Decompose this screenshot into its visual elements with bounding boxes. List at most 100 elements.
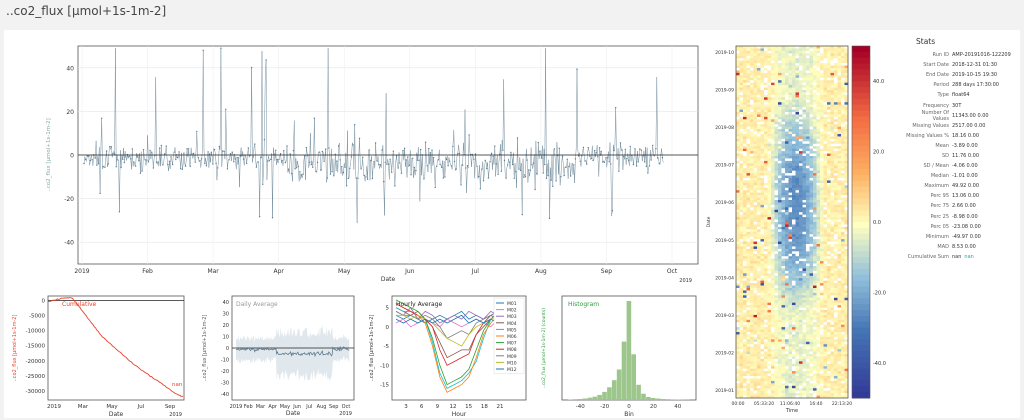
- heatmap-cell: [799, 163, 803, 167]
- heatmap-cell: [767, 300, 772, 303]
- heatmap-cell: [827, 72, 831, 76]
- heatmap-cell: [764, 138, 768, 142]
- heatmap-cell: [767, 48, 772, 52]
- heatmap-cell: [820, 190, 824, 193]
- heatmap-cell: [757, 160, 761, 164]
- heatmap-cell: [764, 324, 768, 328]
- heatmap-cell: [844, 85, 849, 88]
- heatmap-cell: [785, 349, 789, 352]
- heatmap-cell: [753, 288, 758, 291]
- data-point: [518, 168, 520, 170]
- heatmap-cell: [774, 290, 779, 294]
- heatmap-cell: [767, 373, 772, 377]
- heatmap-cell: [827, 295, 831, 299]
- heatmap-cell: [823, 214, 828, 218]
- heatmap-cell: [816, 263, 821, 267]
- heatmap-cell: [806, 363, 810, 367]
- heatmap-cell: [771, 234, 775, 237]
- heatmap-cell: [837, 336, 842, 340]
- heatmap-cell: [823, 82, 828, 86]
- heatmap-cell: [820, 48, 824, 52]
- heatmap-cell: [771, 50, 775, 54]
- heatmap-cell: [774, 319, 779, 323]
- heatmap-cell: [813, 68, 817, 71]
- heatmap-cell: [837, 344, 842, 347]
- heatmap-cell: [746, 246, 751, 250]
- heatmap-cell: [816, 165, 821, 169]
- heatmap-cell: [844, 50, 849, 54]
- heatmap-cell: [792, 99, 796, 103]
- heatmap-cell: [820, 160, 824, 164]
- heatmap-cell: [746, 102, 751, 105]
- heatmap-cell: [785, 182, 789, 186]
- heatmap-cell: [799, 349, 803, 352]
- heatmap-cell: [764, 234, 768, 237]
- heatmap-cell: [750, 354, 754, 357]
- heatmap-cell: [799, 290, 803, 294]
- heatmap-cell: [834, 263, 838, 267]
- heatmap-cell: [802, 126, 807, 130]
- heatmap-cell: [781, 290, 786, 294]
- x-tick-label: May: [106, 404, 118, 410]
- heatmap-cell: [781, 53, 786, 57]
- data-point: [569, 175, 572, 177]
- heatmap-cell: [736, 319, 740, 323]
- heatmap-cell: [764, 302, 768, 306]
- heatmap-cell: [841, 136, 845, 140]
- heatmap-cell: [816, 197, 821, 201]
- heatmap-cell: [788, 48, 793, 52]
- heatmap-cell: [771, 339, 775, 343]
- heatmap-cell: [778, 82, 782, 86]
- heatmap-cell: [778, 361, 782, 365]
- heatmap-cell: [841, 173, 845, 176]
- data-point: [597, 156, 599, 158]
- heatmap-cell: [743, 119, 747, 123]
- heatmap-cell: [802, 273, 807, 277]
- heatmap-cell: [746, 383, 751, 387]
- data-point: [634, 148, 636, 150]
- data-point: [400, 172, 403, 174]
- heatmap-cell: [753, 63, 758, 66]
- heatmap-cell: [764, 334, 768, 338]
- heatmap-cell: [753, 256, 758, 259]
- data-point: [611, 210, 614, 212]
- heatmap-cell: [736, 48, 740, 52]
- heatmap-cell: [799, 158, 803, 162]
- heatmap-cell: [823, 58, 828, 61]
- heatmap-cell: [816, 170, 821, 174]
- heatmap-cell: [830, 168, 835, 171]
- heatmap-cell: [816, 50, 821, 54]
- heatmap-cell: [841, 288, 845, 291]
- heatmap-cell: [788, 214, 793, 218]
- heatmap-cell: [820, 214, 824, 218]
- heatmap-cell: [778, 273, 782, 277]
- heatmap-cell: [823, 253, 828, 257]
- heatmap-cell: [844, 302, 849, 306]
- heatmap-cell: [788, 158, 793, 162]
- data-point: [366, 178, 369, 180]
- heatmap-cell: [816, 226, 821, 230]
- heatmap-cell: [743, 158, 747, 162]
- heatmap-cell: [757, 219, 761, 223]
- heatmap-cell: [764, 173, 768, 176]
- heatmap-cell: [792, 361, 796, 365]
- heatmap-cell: [743, 165, 747, 169]
- data-point: [344, 166, 346, 168]
- heatmap-cell: [757, 268, 761, 272]
- heatmap-cell: [806, 214, 810, 218]
- heatmap-cell: [753, 131, 758, 135]
- heatmap-cell: [778, 234, 782, 237]
- heatmap-cell: [799, 319, 803, 323]
- data-point: [381, 149, 383, 151]
- heatmap-cell: [820, 268, 824, 272]
- heatmap-cell: [767, 366, 772, 369]
- heatmap-cell: [809, 87, 814, 91]
- heatmap-cell: [837, 368, 842, 372]
- heatmap-cell: [830, 244, 835, 247]
- heatmap-cell: [767, 46, 772, 49]
- heatmap-cell: [736, 202, 740, 206]
- heatmap-cell: [795, 163, 800, 167]
- heatmap-cell: [806, 99, 810, 103]
- heatmap-cell: [816, 192, 821, 196]
- heatmap-cell: [823, 266, 828, 269]
